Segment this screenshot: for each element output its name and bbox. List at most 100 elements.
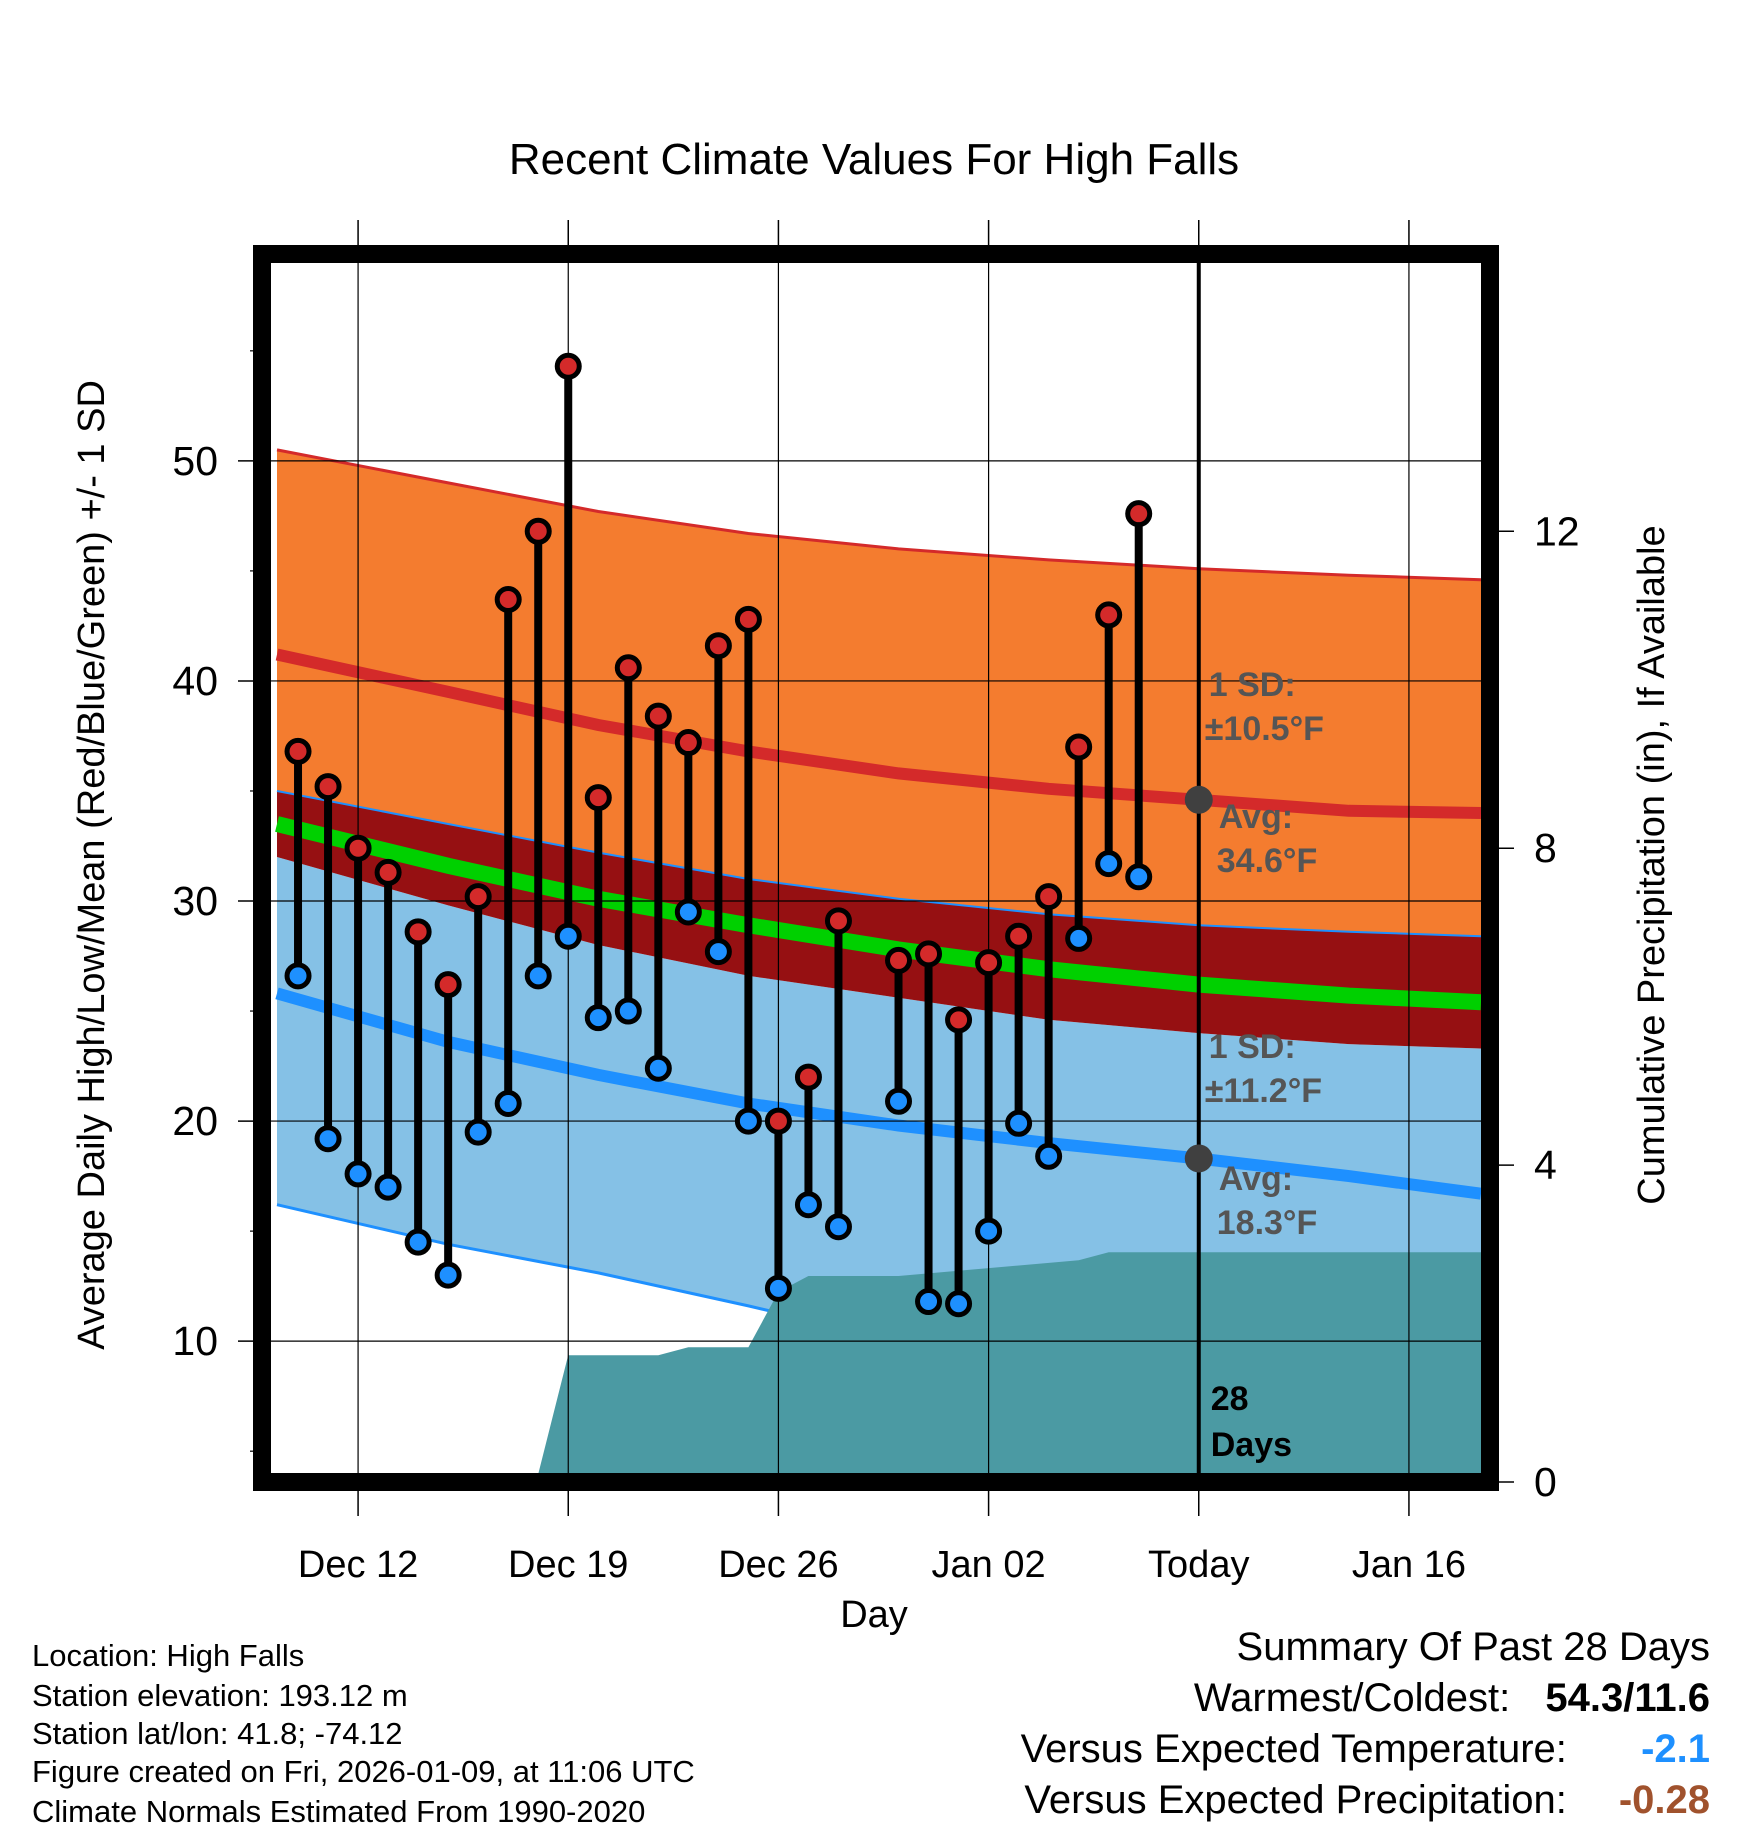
observed-high-point bbox=[404, 918, 432, 946]
y-tick-label-left: 30 bbox=[172, 878, 218, 924]
y-axis-label-right: Cumulative Precipitation (in), If Availa… bbox=[1631, 525, 1673, 1204]
observed-low-point bbox=[764, 1274, 792, 1302]
observed-low-point bbox=[704, 938, 732, 966]
observed-high-point bbox=[344, 834, 372, 862]
today-low-avg-marker bbox=[1184, 1144, 1213, 1173]
x-tick-label: Dec 26 bbox=[718, 1544, 838, 1586]
observed-low-point bbox=[644, 1054, 672, 1082]
observed-high-point bbox=[674, 729, 702, 757]
observed-low-point bbox=[885, 1087, 913, 1115]
observed-low-point bbox=[344, 1160, 372, 1188]
y-tick-label-left: 50 bbox=[172, 438, 218, 484]
observed-high-point bbox=[1065, 733, 1093, 761]
observed-low-point bbox=[945, 1290, 973, 1318]
observed-low-point bbox=[1095, 850, 1123, 878]
observed-low-point bbox=[824, 1213, 852, 1241]
observed-low-point bbox=[614, 997, 642, 1025]
observed-high-point bbox=[374, 858, 402, 886]
low-avg-label: Avg: bbox=[1219, 1160, 1293, 1198]
observed-low-point bbox=[1065, 924, 1093, 952]
observed-high-point bbox=[314, 773, 342, 801]
high-sd-value: ±10.5°F bbox=[1205, 710, 1324, 748]
precipitation-area bbox=[277, 1252, 1481, 1482]
high-sd-band bbox=[277, 449, 1481, 937]
y-axis-label-left: Average Daily High/Low/Mean (Red/Blue/Gr… bbox=[71, 380, 113, 1350]
normal-high-line bbox=[275, 648, 1482, 819]
station-elevation: Station elevation: 193.12 m bbox=[32, 1678, 408, 1713]
observed-low-point bbox=[1125, 863, 1153, 891]
observed-low-point bbox=[1005, 1109, 1033, 1137]
y-tick-label-right: 4 bbox=[1534, 1142, 1557, 1188]
plot-frame bbox=[253, 245, 1499, 1491]
low-sd-value: ±11.2°F bbox=[1205, 1072, 1322, 1110]
chart-title: Recent Climate Values For High Falls bbox=[509, 135, 1239, 184]
low-sd-label: 1 SD: bbox=[1209, 1028, 1296, 1066]
observed-low-point bbox=[915, 1288, 943, 1316]
observed-high-point bbox=[1095, 601, 1123, 629]
observed-high-point bbox=[284, 737, 312, 765]
observed-high-point bbox=[524, 517, 552, 545]
observed-high-point bbox=[614, 654, 642, 682]
warm-cold-label: Warmest/Coldest: bbox=[1193, 1676, 1511, 1720]
observed-high-point bbox=[734, 605, 762, 633]
observed-high-point bbox=[464, 883, 492, 911]
summary-precipitation: Versus Expected Precipitation: -0.28 bbox=[1024, 1778, 1710, 1823]
low-avg-value: 18.3°F bbox=[1217, 1204, 1318, 1242]
x-tick-label: Dec 19 bbox=[508, 1544, 628, 1586]
today-high-avg-marker bbox=[1184, 785, 1213, 814]
observed-high-point bbox=[764, 1107, 792, 1135]
precip-value: -0.28 bbox=[1618, 1778, 1710, 1822]
high-lower-edge bbox=[276, 790, 1482, 938]
observed-low-point bbox=[524, 962, 552, 990]
high-upper-edge bbox=[276, 448, 1482, 582]
observed-high-point bbox=[824, 907, 852, 935]
y-tick-label-right: 12 bbox=[1534, 508, 1580, 554]
observed-high-point bbox=[1005, 922, 1033, 950]
observed-high-point bbox=[584, 784, 612, 812]
observed-low-point bbox=[1035, 1142, 1063, 1170]
figure-created: Figure created on Fri, 2026-01-09, at 11… bbox=[32, 1754, 695, 1789]
x-tick-label: Today bbox=[1148, 1544, 1249, 1586]
summary-temperature: Versus Expected Temperature: -2.1 bbox=[1021, 1727, 1710, 1772]
observed-low-point bbox=[794, 1191, 822, 1219]
summary-warm-cold: Warmest/Coldest: 54.3/11.6 bbox=[1194, 1676, 1710, 1721]
y-tick-label-right: 0 bbox=[1534, 1459, 1557, 1505]
low-sd-band bbox=[277, 857, 1481, 1342]
observed-low-point bbox=[674, 898, 702, 926]
summary-title: Summary Of Past 28 Days bbox=[1236, 1625, 1710, 1669]
x-tick-label: Dec 12 bbox=[298, 1544, 418, 1586]
observed-low-point bbox=[284, 962, 312, 990]
observed-high-point bbox=[915, 940, 943, 968]
observed-high-point bbox=[1125, 500, 1153, 528]
days-word-label: Days bbox=[1211, 1426, 1292, 1464]
observed-high-point bbox=[885, 946, 913, 974]
station-location: Location: High Falls bbox=[32, 1638, 305, 1673]
observed-high-point bbox=[494, 586, 522, 614]
high-avg-value: 34.6°F bbox=[1217, 842, 1318, 880]
y-tick-label-left: 10 bbox=[172, 1318, 218, 1364]
station-latlon: Station lat/lon: 41.8; -74.12 bbox=[32, 1716, 403, 1751]
temp-label: Versus Expected Temperature: bbox=[1020, 1727, 1567, 1771]
observed-low-point bbox=[374, 1173, 402, 1201]
x-axis-label: Day bbox=[840, 1594, 908, 1636]
observed-high-point bbox=[554, 352, 582, 380]
climate-normals-period: Climate Normals Estimated From 1990-2020 bbox=[32, 1794, 646, 1829]
high-avg-label: Avg: bbox=[1219, 798, 1293, 836]
high-sd-label: 1 SD: bbox=[1209, 666, 1296, 704]
observed-low-point bbox=[975, 1217, 1003, 1245]
y-tick-label-left: 40 bbox=[172, 658, 218, 704]
x-tick-label: Jan 16 bbox=[1352, 1544, 1466, 1586]
observed-high-point bbox=[1035, 883, 1063, 911]
observed-low-point bbox=[314, 1125, 342, 1153]
observed-low-point bbox=[434, 1261, 462, 1289]
observed-low-point bbox=[584, 1004, 612, 1032]
observed-low-point bbox=[494, 1089, 522, 1117]
y-tick-label-left: 20 bbox=[172, 1098, 218, 1144]
x-tick-label: Jan 02 bbox=[932, 1544, 1046, 1586]
days-number-label: 28 bbox=[1211, 1380, 1249, 1418]
temp-value: -2.1 bbox=[1641, 1727, 1710, 1771]
warm-cold-value: 54.3/11.6 bbox=[1545, 1676, 1710, 1720]
observed-low-point bbox=[554, 922, 582, 950]
precip-label: Versus Expected Precipitation: bbox=[1024, 1778, 1567, 1822]
